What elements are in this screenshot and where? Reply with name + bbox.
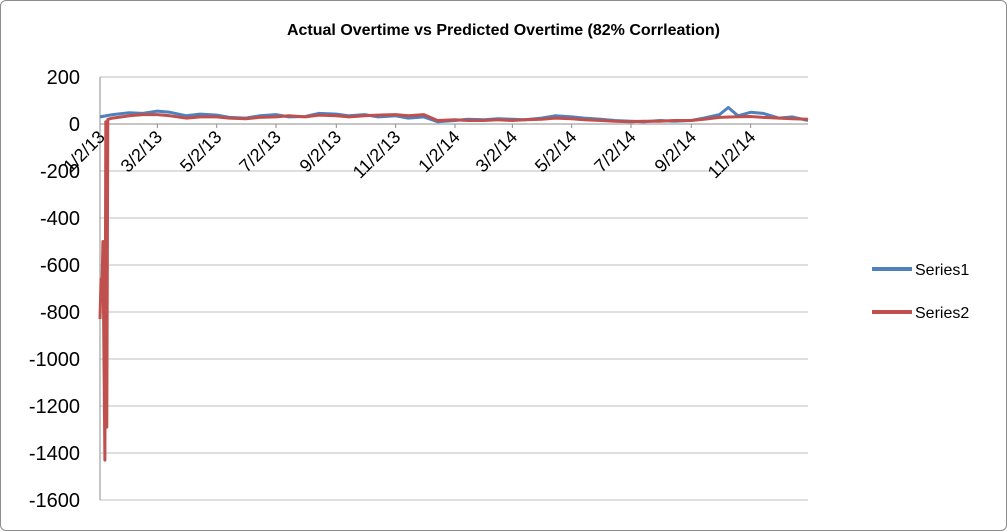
y-tick-label: -400: [40, 208, 80, 230]
legend-label-series1: Series1: [915, 262, 969, 279]
y-tick-label: 200: [47, 67, 80, 89]
x-tick-label: 11/2/13: [349, 127, 405, 183]
x-tick-label: 5/2/14: [531, 127, 581, 177]
y-tick-label: -1200: [29, 396, 80, 418]
y-axis: 200 0 -200 -400 -600 -800 -1000 -1200 -1400 -1600: [29, 67, 101, 512]
x-tick-label: 11/2/14: [704, 127, 760, 183]
chart-title: Actual Overtime vs Predicted Overtime (8…: [286, 22, 721, 39]
x-tick-label: 7/2/13: [235, 127, 285, 177]
y-tick-label: -1600: [29, 490, 80, 512]
legend: Series1 Series2: [872, 262, 969, 322]
y-tick-label: -600: [40, 255, 80, 277]
series-layer: [98, 106, 809, 462]
x-tick-label: 1/2/13: [59, 127, 109, 177]
x-axis: 1/2/13 3/2/13 5/2/13 7/2/13 9/2/13 11/2/13 1/2…: [59, 123, 808, 183]
x-tick-label: 1/2/14: [414, 127, 464, 177]
y-tick-label: -800: [40, 302, 80, 324]
x-tick-label: 3/2/14: [472, 127, 522, 177]
y-tick-label: 0: [69, 114, 80, 136]
legend-label-series2: Series2: [915, 305, 969, 322]
y-tick-label: -1000: [29, 349, 80, 371]
y-tick-label: -200: [40, 161, 80, 183]
x-tick-label: 9/2/14: [651, 127, 701, 177]
x-tick-label: 5/2/13: [176, 127, 226, 177]
x-tick-label: 3/2/13: [117, 127, 167, 177]
series-line-series2: [98, 113, 809, 462]
x-tick-label: 9/2/13: [296, 127, 346, 177]
grid-layer: [100, 76, 808, 501]
y-tick-label: -1400: [29, 443, 80, 465]
x-tick-label: 7/2/14: [590, 127, 640, 177]
